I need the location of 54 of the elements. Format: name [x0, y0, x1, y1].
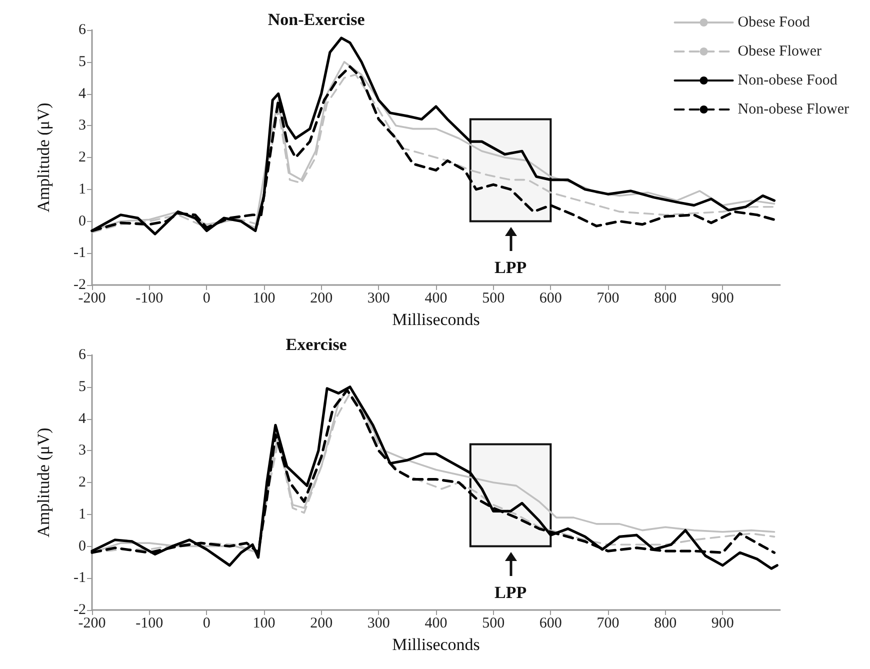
- x-tick-label: 900: [711, 290, 734, 306]
- y-tick-label: 1: [78, 181, 86, 198]
- x-tick-label: 900: [711, 616, 734, 632]
- x-axis-title: Milliseconds: [392, 310, 480, 329]
- x-tick-label: 500: [482, 616, 505, 632]
- x-tick-label: -200: [78, 616, 106, 632]
- x-tick-label: 800: [654, 616, 677, 632]
- band-label: LPP: [494, 258, 527, 277]
- y-tick-label: 6: [78, 347, 86, 363]
- legend-label: Obese Flower: [738, 44, 822, 60]
- y-axis-title: Amplitude (μV): [34, 102, 53, 212]
- x-tick-label: 600: [539, 616, 562, 632]
- y-tick-label: 3: [78, 442, 86, 459]
- chart-title: Non-Exercise: [268, 10, 366, 29]
- legend-label: Non-obese Food: [738, 72, 838, 88]
- legend-label: LPP: [494, 582, 527, 602]
- y-tick-label: 6: [78, 22, 86, 38]
- y-tick-label: -2: [74, 602, 86, 618]
- x-tick-label: -200: [78, 290, 106, 306]
- x-tick-label: 100: [252, 616, 276, 632]
- x-tick-label: 400: [424, 616, 448, 632]
- y-tick-label: 1: [78, 506, 86, 522]
- x-tick-label: 200: [310, 616, 333, 632]
- x-tick-label: 0: [202, 616, 210, 632]
- x-tick-label: -100: [136, 290, 164, 306]
- y-tick-label: -1: [74, 245, 86, 262]
- x-tick-label: 0: [202, 290, 210, 306]
- y-tick-label: 5: [78, 54, 86, 70]
- x-tick-label: 600: [539, 290, 562, 306]
- y-tick-label: 0: [78, 213, 86, 230]
- x-tick-label: 800: [654, 290, 677, 306]
- y-tick-label: 3: [78, 118, 86, 134]
- legend-label: Obese Food: [738, 14, 810, 30]
- x-tick-label: 700: [596, 290, 620, 306]
- x-tick-label: 500: [482, 290, 505, 306]
- x-tick-label: 700: [596, 616, 620, 632]
- y-tick-label: 2: [78, 150, 86, 166]
- y-tick-label: 4: [78, 86, 86, 102]
- x-tick-label: -100: [136, 616, 164, 632]
- legend-label: Non-obese Flower: [738, 102, 850, 118]
- x-tick-label: 400: [424, 290, 448, 306]
- y-axis-title: Amplitude (μV): [34, 428, 53, 538]
- y-tick-label: 5: [78, 378, 86, 395]
- x-tick-label: 300: [367, 290, 390, 306]
- y-tick-label: 2: [78, 474, 86, 490]
- y-tick-label: 0: [78, 538, 86, 554]
- y-tick-label: -1: [74, 570, 86, 586]
- x-tick-label: 200: [310, 290, 333, 306]
- y-tick-label: 4: [78, 410, 86, 427]
- chart-title: Exercise: [286, 335, 348, 354]
- x-tick-label: 100: [252, 290, 276, 306]
- x-axis-title: Milliseconds: [392, 635, 480, 654]
- x-tick-label: 300: [367, 616, 390, 632]
- y-tick-label: -2: [74, 277, 86, 293]
